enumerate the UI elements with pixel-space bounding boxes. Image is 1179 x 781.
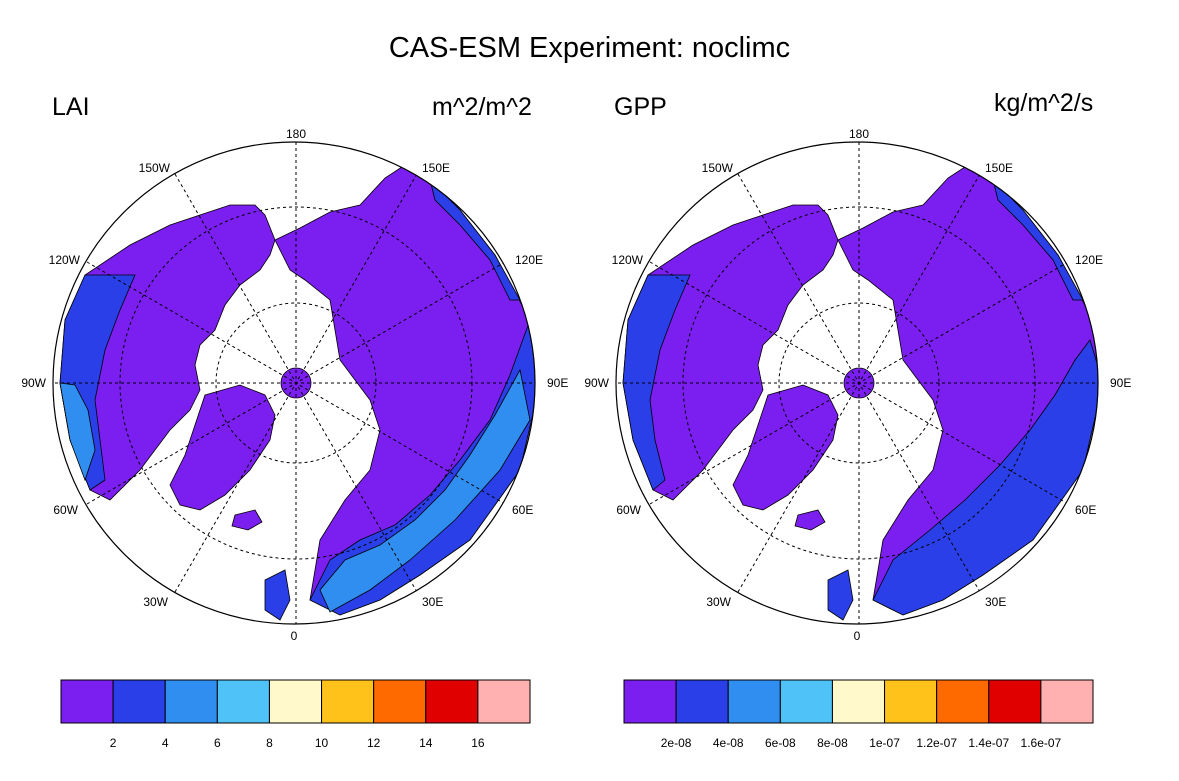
lai-blue-band-farEast [429, 178, 521, 301]
gpp-colorbar-box [623, 679, 677, 724]
lai-colorbar-tick-label: 12 [367, 736, 381, 750]
gpp-colorbar-box [988, 679, 1042, 724]
lai-iceland-land [231, 509, 263, 531]
gpp-lon-label-90W: 90W [584, 376, 609, 390]
lai-units-label: m^2/m^2 [432, 93, 532, 121]
gpp-lon-label-30W: 30W [706, 595, 731, 609]
gpp-lon-label-180: 180 [849, 127, 869, 141]
lai-lon-label-60W: 60W [53, 503, 78, 517]
figure-title: CAS-ESM Experiment: noclimc [388, 32, 791, 64]
gpp-colorbar-tick-label: 1.6e-07 [1021, 736, 1062, 750]
gpp-colorbar-box [1040, 679, 1094, 724]
lai-colorbar-box [164, 679, 218, 724]
gpp-colorbar-tick-label: 1.4e-07 [968, 736, 1009, 750]
gpp-lon-label-60W: 60W [616, 503, 641, 517]
lai-lon-label-150E: 150E [422, 161, 450, 175]
lai-lon-label-30E: 30E [422, 595, 443, 609]
gpp-colorbar-tick-label: 1e-07 [869, 736, 900, 750]
lai-lon-label-180: 180 [286, 127, 306, 141]
gpp-lon-label-120E: 120E [1075, 253, 1103, 267]
lai-lightblue-band-america [59, 382, 96, 482]
gpp-lon-label-0: 0 [854, 629, 861, 643]
lai-lon-label-90W: 90W [21, 376, 46, 390]
lai-lon-label-0: 0 [291, 629, 298, 643]
lai-lon-label-30W: 30W [143, 595, 168, 609]
gpp-greenland-land [732, 384, 839, 511]
gpp-polar-map: 180 150E 120E 90E 60E 30E 0 30W 60W 90W … [584, 127, 1131, 643]
lai-greenland-land [169, 384, 276, 511]
gpp-lon-label-60E: 60E [1075, 503, 1096, 517]
lai-colorbar-box [60, 679, 114, 724]
lai-colorbar-tick-label: 16 [471, 736, 485, 750]
gpp-iceland-land [794, 509, 826, 531]
lai-uk-land [264, 569, 291, 621]
gpp-colorbar-tick-label: 1.2e-07 [916, 736, 957, 750]
gpp-blue-band-eurasia [872, 339, 1098, 616]
lai-colorbar-box [268, 679, 323, 724]
gpp-colorbar-box [831, 679, 886, 724]
gpp-blue-band-farEast [992, 178, 1084, 301]
gpp-units-label: kg/m^2/s [994, 89, 1094, 117]
lai-colorbar-tick-label: 14 [419, 736, 433, 750]
gpp-lon-label-120W: 120W [612, 253, 644, 267]
lai-polar-map: 180 150E 120E 90E 60E 30E 0 30W 60W 90W … [21, 127, 568, 643]
lai-colorbar-tick-label: 4 [162, 736, 169, 750]
gpp-colorbar-tick-label: 4e-08 [713, 736, 744, 750]
gpp-colorbar-box [936, 679, 990, 724]
lai-lightblue-band-eurasia [319, 368, 531, 613]
lai-colorbar-box [112, 679, 166, 724]
lai-colorbar-box [373, 679, 427, 724]
lai-lon-label-90E: 90E [547, 376, 568, 390]
gpp-colorbar-box [727, 679, 781, 724]
lai-lon-label-60E: 60E [512, 503, 533, 517]
gpp-blue-band-america [622, 274, 691, 491]
lai-lon-label-150W: 150W [139, 161, 171, 175]
gpp-variable-label: GPP [614, 93, 667, 121]
lai-colorbar-tick-label: 2 [110, 736, 117, 750]
gpp-colorbar-box [675, 679, 729, 724]
lai-blue-band-eurasia [309, 318, 535, 616]
lai-colorbar-box [321, 679, 375, 724]
lai-colorbar-box [477, 679, 531, 724]
gpp-colorbar: 2e-08 4e-08 6e-08 8e-08 1e-07 1.2e-07 1.4e-07 1… [623, 679, 1094, 750]
lai-lon-label-120W: 120W [49, 253, 81, 267]
lai-colorbar-tick-label: 8 [266, 736, 273, 750]
lai-colorbar-box [425, 679, 479, 724]
gpp-uk-land [827, 569, 854, 621]
gpp-lon-label-150W: 150W [702, 161, 734, 175]
gpp-colorbar-box [884, 679, 938, 724]
lai-lon-label-120E: 120E [515, 253, 543, 267]
gpp-lon-label-90E: 90E [1110, 376, 1131, 390]
gpp-colorbar-tick-label: 6e-08 [765, 736, 796, 750]
gpp-lon-label-150E: 150E [985, 161, 1013, 175]
gpp-colorbar-tick-label: 2e-08 [661, 736, 692, 750]
lai-colorbar-box [216, 679, 270, 724]
lai-colorbar: 2 4 6 8 10 12 14 16 [60, 679, 531, 750]
gpp-colorbar-tick-label: 8e-08 [817, 736, 848, 750]
lai-colorbar-tick-label: 10 [315, 736, 329, 750]
lai-variable-label: LAI [52, 93, 90, 121]
gpp-colorbar-box [779, 679, 833, 724]
lai-colorbar-tick-label: 6 [214, 736, 221, 750]
gpp-lon-label-30E: 30E [985, 595, 1006, 609]
